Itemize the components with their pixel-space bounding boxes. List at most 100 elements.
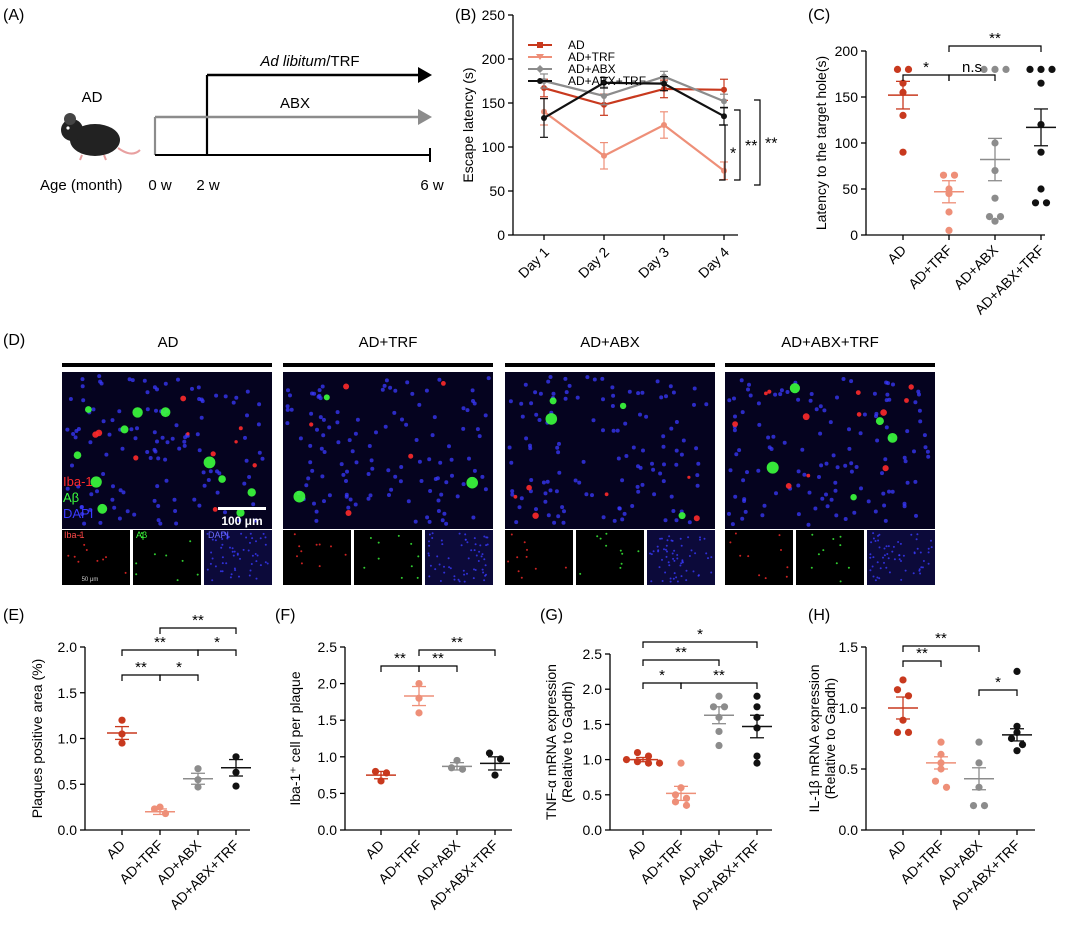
- treatment-top-label: Ad libitum/TRF: [259, 53, 359, 70]
- micro-nucleus: [196, 385, 201, 390]
- micro-nucleus: [695, 473, 700, 478]
- micro-dot: [102, 558, 105, 561]
- micro-dot: [927, 562, 930, 565]
- micro-dot: [673, 572, 676, 575]
- panel-label-b: (B): [455, 7, 476, 24]
- micro-dot: [661, 558, 663, 561]
- micro-dot: [673, 559, 676, 562]
- micro-dot: [457, 578, 460, 581]
- micro-dot: [871, 565, 874, 568]
- micro-nucleus: [524, 436, 529, 441]
- micro-dot: [703, 537, 706, 540]
- data-point: [601, 92, 607, 99]
- group-bar: [505, 363, 715, 367]
- micro-dot: [882, 556, 884, 559]
- micro-microglia: [806, 473, 811, 478]
- micro-dot: [176, 579, 179, 582]
- scale-bar: [218, 507, 266, 510]
- micro-nucleus: [442, 511, 447, 516]
- micro-dot: [599, 537, 602, 540]
- micro-nucleus: [841, 377, 846, 381]
- micro-dot: [780, 549, 782, 551]
- data-point: [975, 759, 983, 767]
- micro-dot: [747, 555, 750, 558]
- data-point: [969, 802, 978, 810]
- micro-dot: [650, 553, 653, 556]
- micro-nucleus: [534, 412, 539, 417]
- micro-dot: [904, 569, 907, 572]
- small-label-dapi: DAPI: [208, 530, 229, 540]
- panel-label-h: (H): [808, 607, 830, 624]
- micro-dot: [473, 549, 476, 552]
- micro-dot: [672, 557, 675, 560]
- data-point: [118, 739, 126, 747]
- x-tick-label: Day 4: [695, 244, 732, 281]
- micro-nucleus: [819, 463, 824, 468]
- micro-dot: [466, 572, 468, 575]
- small-scale-label: 50 μm: [82, 577, 99, 583]
- micro-nucleus: [71, 432, 76, 436]
- micro-nucleus: [835, 465, 840, 470]
- micro-plaque: [887, 433, 898, 443]
- micro-nucleus: [475, 427, 480, 432]
- micro-dot: [525, 555, 528, 558]
- group-bar: [62, 363, 272, 367]
- micro-dot: [135, 562, 138, 565]
- micro-dot: [927, 547, 930, 550]
- micro-nucleus: [176, 377, 180, 382]
- micro-dot: [872, 556, 875, 559]
- micro-nucleus: [825, 504, 830, 509]
- micro-nucleus: [584, 492, 589, 497]
- micro-microglia: [880, 409, 887, 416]
- micro-nucleus: [461, 482, 466, 487]
- micro-nucleus: [74, 429, 79, 433]
- micro-nucleus: [314, 518, 319, 523]
- micro-dot: [915, 538, 918, 541]
- micro-dot: [481, 553, 484, 556]
- micro-nucleus: [156, 518, 161, 523]
- micro-nucleus: [902, 455, 907, 460]
- micro-nucleus: [581, 459, 586, 464]
- micro-plaque: [160, 407, 171, 418]
- micro-nucleus: [529, 401, 534, 406]
- age-tick-2: 2 w: [196, 177, 220, 194]
- micro-nucleus: [601, 428, 605, 433]
- micro-plaque: [132, 407, 143, 418]
- micro-nucleus: [695, 483, 700, 488]
- micro-dot: [255, 540, 257, 543]
- significance-bracket: [948, 45, 1042, 52]
- micro-nucleus: [419, 479, 424, 483]
- micro-nucleus: [537, 418, 542, 422]
- micro-dot: [251, 554, 254, 557]
- micro-nucleus: [732, 428, 737, 433]
- y-tick-label: 150: [482, 95, 506, 111]
- micro-dot: [221, 562, 224, 565]
- micro-dot: [516, 556, 519, 559]
- y-tick-label: 0.0: [839, 822, 859, 838]
- chart-f-iba1: 0.00.51.01.52.02.5ADAD+TRFAD+ABXAD+ABX+T…: [287, 634, 512, 912]
- micro-nucleus: [556, 514, 561, 519]
- data-point: [491, 771, 499, 779]
- micro-channel-image: [796, 530, 864, 585]
- data-point: [1026, 65, 1034, 73]
- significance-label: **: [154, 634, 166, 651]
- micro-channel-image: [505, 530, 573, 585]
- micro-dot: [439, 580, 442, 582]
- micro-dot: [564, 566, 567, 569]
- micro-dot: [249, 569, 252, 572]
- y-tick-label: 0.0: [583, 822, 603, 838]
- micro-nucleus: [242, 481, 247, 486]
- y-tick-label: 1.5: [583, 716, 603, 732]
- micro-nucleus: [567, 383, 572, 388]
- panel-label-g: (G): [540, 607, 563, 624]
- micro-nucleus: [101, 419, 106, 424]
- x-tick-label: AD+ABX+TRF: [166, 837, 242, 913]
- micro-nucleus: [548, 488, 553, 493]
- micro-nucleus: [393, 474, 398, 479]
- micro-nucleus: [737, 448, 742, 453]
- micro-dot: [900, 578, 903, 581]
- micro-nucleus: [817, 475, 821, 479]
- micro-dot: [211, 538, 214, 541]
- micro-dot: [694, 552, 697, 555]
- micro-nucleus: [640, 482, 645, 487]
